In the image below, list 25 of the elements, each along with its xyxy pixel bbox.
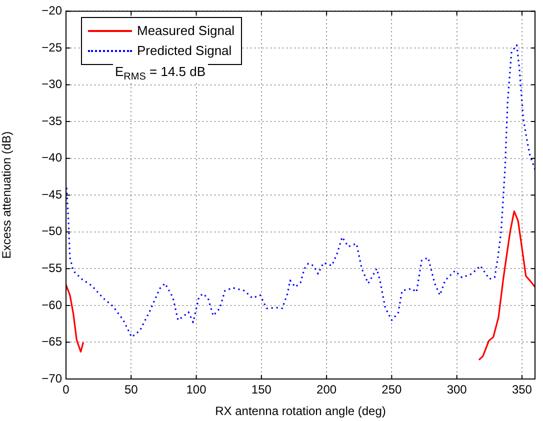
y-tick-label: −50 (42, 224, 62, 238)
x-axis-title: RX antenna rotation angle (deg) (215, 404, 386, 418)
x-tick-label: 150 (251, 382, 272, 397)
x-tick-label: 300 (446, 382, 468, 397)
y-tick-label: −55 (42, 260, 62, 275)
y-tick-label: −20 (42, 4, 62, 18)
x-tick-label: 250 (382, 382, 402, 397)
x-tick-label: 100 (186, 382, 207, 397)
y-tick-label: −30 (42, 77, 62, 92)
legend-label: Measured Signal (137, 22, 235, 40)
y-tick-label: −65 (42, 334, 62, 349)
y-tick-label: −35 (42, 114, 62, 128)
y-tick-label: −70 (42, 371, 62, 386)
annotation: E$_{RMS}$ = 14.5 dB (113, 64, 208, 83)
y-tick-label: −40 (42, 150, 62, 165)
x-tick-label: 50 (124, 382, 138, 397)
y-tick-label: −45 (42, 187, 62, 202)
legend-label: Predicted Signal (137, 42, 232, 60)
y-axis-title: Excess attenuation (dB) (0, 131, 14, 259)
x-tick-label: 350 (512, 382, 532, 397)
y-tick-label: −25 (42, 40, 62, 54)
x-tick-label: 200 (316, 382, 337, 397)
line-series (66, 44, 535, 338)
x-tick-label: 0 (62, 382, 70, 397)
y-tick-label: −60 (42, 298, 62, 312)
